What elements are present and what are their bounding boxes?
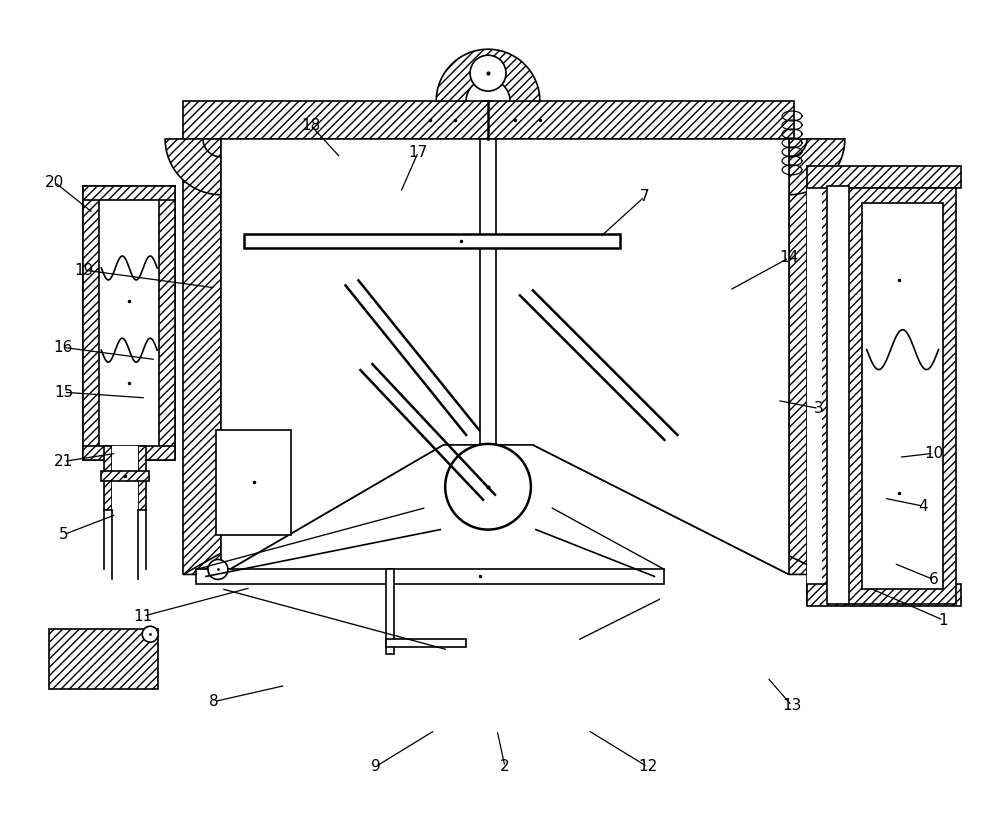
Bar (101, 471, 149, 480)
Bar (183, 139, 221, 574)
Text: 18: 18 (301, 118, 320, 132)
Text: 20: 20 (45, 175, 64, 190)
Text: 7: 7 (640, 190, 649, 204)
Bar (244, 234, 620, 248)
Text: 15: 15 (54, 385, 73, 400)
Bar (807, 584, 961, 606)
Bar (386, 639, 466, 647)
Circle shape (142, 627, 158, 642)
Bar (386, 569, 394, 654)
Bar (138, 446, 146, 510)
Text: 2: 2 (500, 759, 510, 775)
Polygon shape (183, 445, 443, 574)
Text: 13: 13 (782, 699, 802, 713)
Text: 10: 10 (924, 446, 943, 461)
Bar (183, 101, 794, 139)
Circle shape (470, 56, 506, 91)
Bar (827, 185, 849, 605)
Text: 11: 11 (134, 609, 153, 623)
Bar (862, 203, 943, 589)
Circle shape (208, 560, 228, 579)
Text: 6: 6 (929, 572, 938, 587)
Polygon shape (533, 445, 827, 574)
Bar (480, 139, 496, 445)
Bar (112, 446, 138, 510)
Circle shape (445, 444, 531, 529)
Text: 1: 1 (939, 613, 948, 627)
Polygon shape (789, 139, 845, 194)
Bar (83, 185, 175, 460)
Polygon shape (221, 139, 789, 574)
Bar (847, 188, 956, 605)
Bar (789, 139, 827, 574)
Text: 5: 5 (59, 527, 68, 542)
Polygon shape (436, 49, 540, 101)
Bar (807, 166, 961, 188)
Text: 3: 3 (814, 401, 824, 416)
Bar (104, 446, 112, 510)
Bar (196, 569, 664, 584)
Bar (216, 430, 291, 534)
Text: 9: 9 (371, 759, 380, 775)
Text: 12: 12 (638, 759, 657, 775)
Bar (807, 185, 822, 605)
Text: 17: 17 (409, 145, 428, 159)
Bar (49, 629, 158, 689)
Text: 21: 21 (54, 454, 73, 469)
Text: 16: 16 (54, 340, 73, 355)
Bar (83, 446, 175, 460)
Bar (159, 185, 175, 460)
Bar (807, 185, 847, 605)
Text: 4: 4 (919, 498, 928, 514)
Text: 8: 8 (209, 694, 219, 709)
Bar (83, 185, 175, 199)
Text: 19: 19 (75, 262, 94, 278)
Polygon shape (165, 139, 221, 194)
Text: 14: 14 (779, 250, 799, 266)
Bar (83, 185, 99, 460)
